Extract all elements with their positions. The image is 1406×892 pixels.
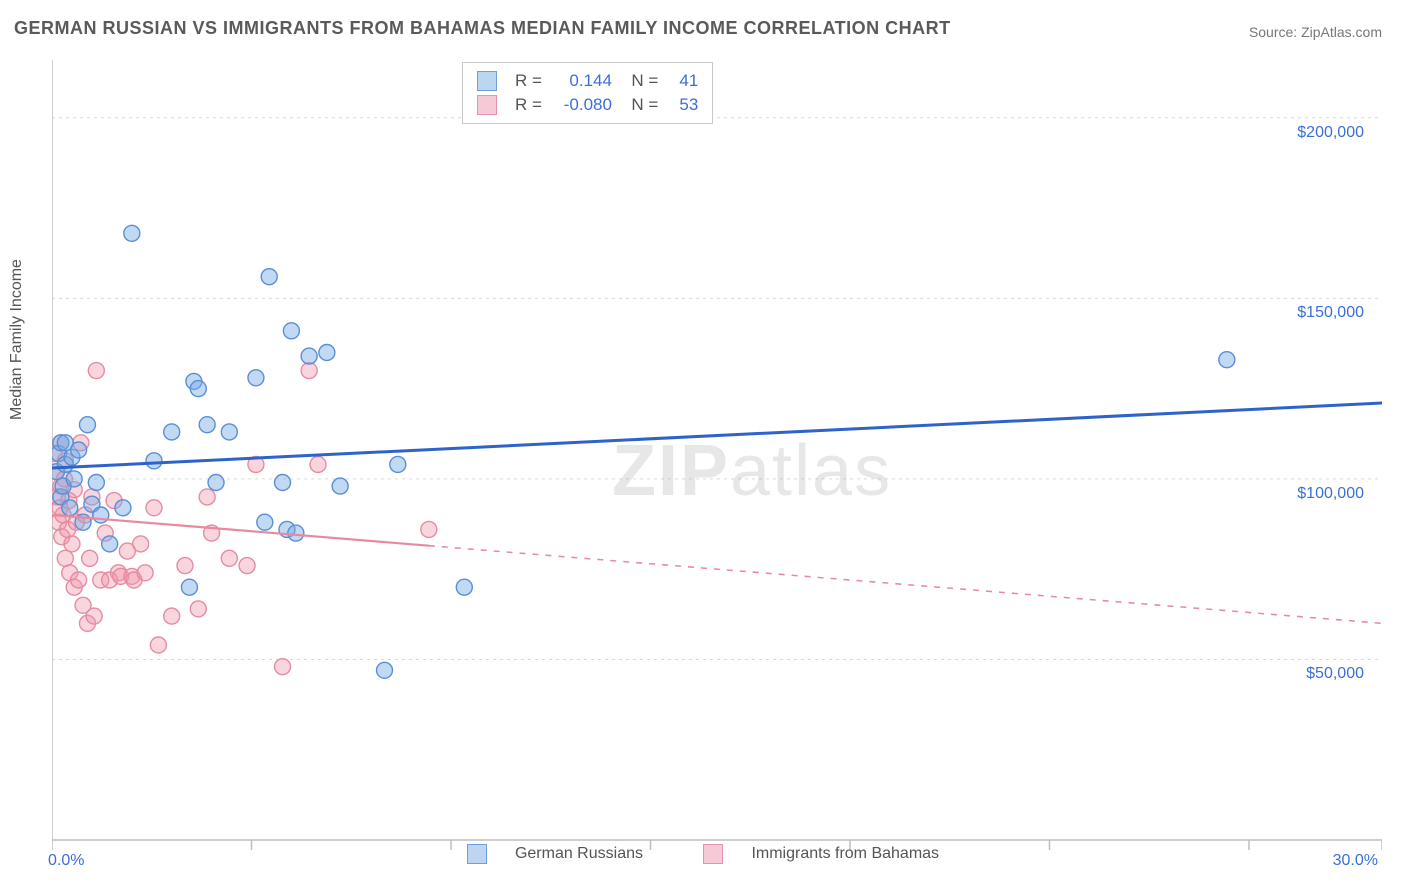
swatch-series-b <box>703 844 723 864</box>
y-tick-label: $50,000 <box>1306 665 1364 683</box>
corr-n-label: N = <box>622 69 658 93</box>
y-tick-label: $150,000 <box>1297 304 1364 322</box>
correlation-stats-box: R = 0.144 N = 41 R = -0.080 N = 53 <box>462 62 713 124</box>
scatter-chart <box>52 60 1382 872</box>
corr-r-label: R = <box>515 69 542 93</box>
corr-r-label: R = <box>515 93 542 117</box>
y-tick-label: $100,000 <box>1297 485 1364 503</box>
legend-label-series-b: Immigrants from Bahamas <box>751 845 939 863</box>
legend-label-series-a: German Russians <box>515 845 643 863</box>
plot-area: ZIPatlas R =0.144 N =41R =-0.080 N =53 $… <box>52 60 1382 840</box>
y-tick-label: $200,000 <box>1297 124 1364 142</box>
legend-item-series-a: German Russians <box>453 844 657 864</box>
corr-swatch <box>477 95 497 115</box>
corr-r-value: -0.080 <box>552 93 612 117</box>
corr-n-value: 41 <box>668 69 698 93</box>
source-label: Source: ZipAtlas.com <box>1249 24 1382 40</box>
corr-row: R = 0.144 N = 41 <box>477 69 698 93</box>
corr-swatch <box>477 71 497 91</box>
legend-bottom: German Russians Immigrants from Bahamas <box>0 844 1406 869</box>
y-axis-label: Median Family Income <box>8 259 26 420</box>
corr-row: R = -0.080 N = 53 <box>477 93 698 117</box>
corr-n-value: 53 <box>668 93 698 117</box>
corr-n-label: N = <box>622 93 658 117</box>
legend-item-series-b: Immigrants from Bahamas <box>689 844 953 864</box>
chart-title: GERMAN RUSSIAN VS IMMIGRANTS FROM BAHAMA… <box>14 18 951 39</box>
corr-r-value: 0.144 <box>552 69 612 93</box>
swatch-series-a <box>467 844 487 864</box>
